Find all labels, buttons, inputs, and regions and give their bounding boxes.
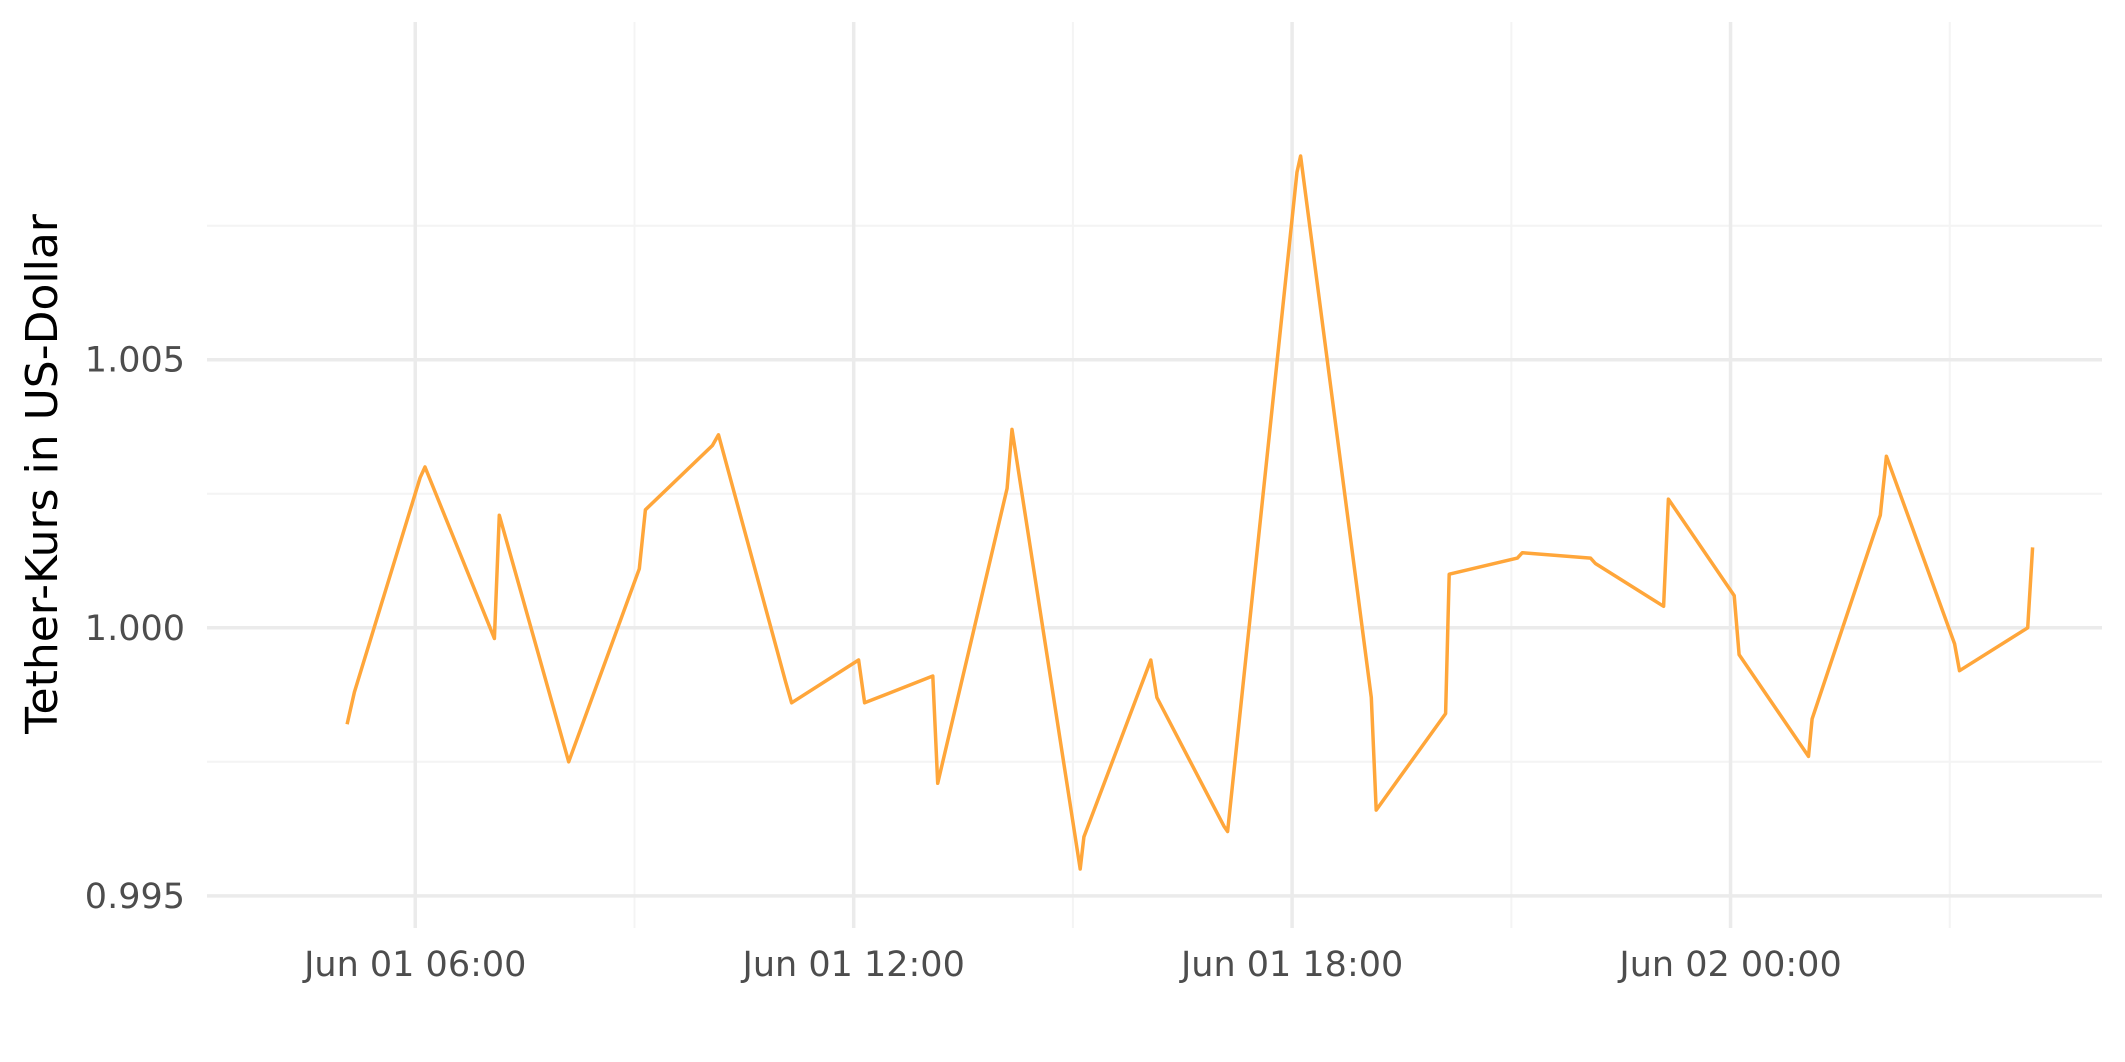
minor-horizontal-gridlines bbox=[207, 224, 2102, 763]
series-line bbox=[345, 154, 2035, 871]
x-tick-label: Jun 01 18:00 bbox=[1179, 945, 1403, 985]
series-layer bbox=[345, 154, 2035, 871]
y-axis-title: Tether-Kurs in US-Dollar bbox=[17, 213, 68, 735]
y-tick-label: 1.000 bbox=[85, 609, 185, 649]
y-tick-label: 0.995 bbox=[85, 877, 185, 917]
x-tick-label: Jun 01 06:00 bbox=[302, 945, 526, 985]
x-tick-label: Jun 01 12:00 bbox=[741, 945, 965, 985]
x-axis-tick-labels: Jun 01 06:00 Jun 01 12:00 Jun 01 18:00 Jun … bbox=[302, 945, 1842, 985]
major-horizontal-gridlines bbox=[207, 357, 2102, 898]
x-tick-label: Jun 02 00:00 bbox=[1617, 945, 1841, 985]
y-axis-tick-labels: 0.995 1.000 1.005 bbox=[85, 341, 185, 917]
minor-vertical-gridlines bbox=[633, 22, 1951, 928]
y-tick-label: 1.005 bbox=[85, 341, 185, 381]
major-vertical-gridlines bbox=[413, 22, 1733, 928]
